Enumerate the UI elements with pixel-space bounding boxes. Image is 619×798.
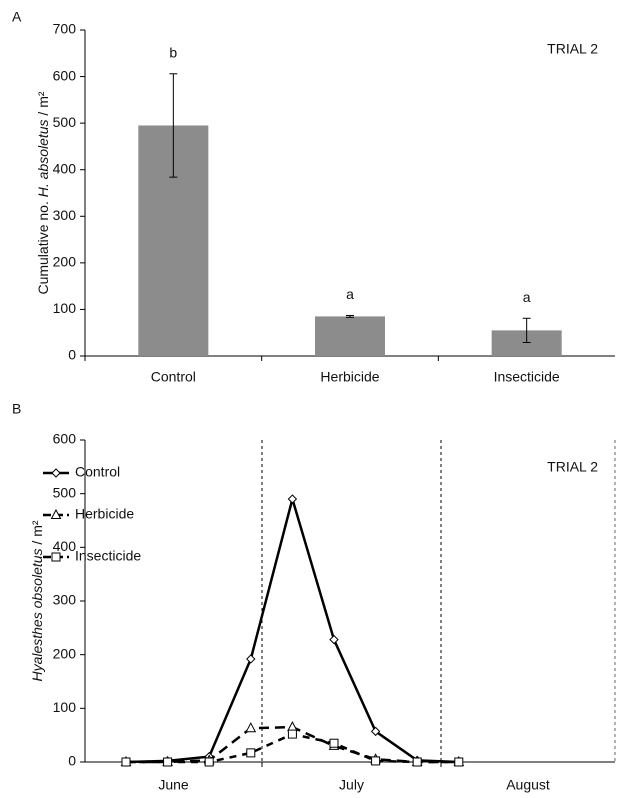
- y-tick-label: 300: [53, 592, 77, 608]
- significance-letter: a: [346, 286, 354, 302]
- y-axis-label-part: H. absoletus: [35, 119, 51, 197]
- undefined: [51, 552, 61, 562]
- point: [454, 757, 464, 767]
- y-tick-label: 600: [53, 67, 77, 83]
- x-tick-label: August: [506, 777, 550, 793]
- y-axis-label-part: / m²: [35, 91, 51, 119]
- y-tick-label: 500: [53, 484, 77, 500]
- x-tick-label: Herbicide: [320, 369, 379, 385]
- y-tick-label: 300: [53, 207, 77, 223]
- panel-label: B: [12, 401, 21, 417]
- y-tick-label: 600: [53, 431, 77, 447]
- y-axis-label-part: Cumulative no.: [35, 197, 51, 294]
- x-tick-label: Insecticide: [494, 369, 560, 385]
- point: [412, 757, 422, 767]
- x-tick-label: Control: [151, 369, 196, 385]
- undefined: [51, 468, 61, 478]
- significance-letter: a: [523, 289, 531, 305]
- point: [245, 722, 257, 733]
- panel-label: A: [12, 9, 22, 25]
- y-tick-label: 400: [53, 160, 77, 176]
- y-axis-label-part: / m²: [29, 520, 45, 548]
- legend-label: Control: [75, 464, 120, 480]
- y-tick-label: 0: [68, 347, 76, 363]
- point: [287, 721, 298, 732]
- y-tick-label: 700: [53, 21, 77, 37]
- point: [246, 748, 256, 758]
- point: [121, 757, 131, 767]
- y-axis-label-part: Hyalesthes obsoletus: [29, 548, 45, 681]
- legend-label: Herbicide: [75, 506, 134, 522]
- y-tick-label: 100: [53, 699, 77, 715]
- point: [370, 726, 381, 737]
- y-tick-label: 100: [53, 300, 77, 316]
- y-axis-label: Cumulative no. H. absoletus / m²: [35, 91, 51, 294]
- point: [163, 757, 173, 767]
- bar: [315, 316, 385, 356]
- point: [329, 634, 339, 645]
- annotation: TRIAL 2: [547, 459, 598, 475]
- y-tick-label: 0: [68, 753, 76, 769]
- undefined: [50, 508, 62, 519]
- y-tick-label: 200: [53, 645, 77, 661]
- legend-label: Insecticide: [75, 548, 141, 564]
- point: [204, 757, 214, 767]
- point: [287, 494, 298, 504]
- y-tick-label: 400: [53, 538, 77, 554]
- x-tick-label: July: [339, 777, 364, 793]
- significance-letter: b: [169, 44, 177, 60]
- point: [246, 654, 256, 664]
- point: [287, 729, 297, 739]
- annotation: TRIAL 2: [547, 41, 598, 57]
- y-axis-label: Hyalesthes obsoletus / m²: [29, 520, 45, 681]
- x-tick-label: June: [158, 777, 189, 793]
- y-tick-label: 500: [53, 114, 77, 130]
- point: [371, 756, 381, 766]
- point: [329, 738, 339, 748]
- y-tick-label: 200: [53, 254, 77, 270]
